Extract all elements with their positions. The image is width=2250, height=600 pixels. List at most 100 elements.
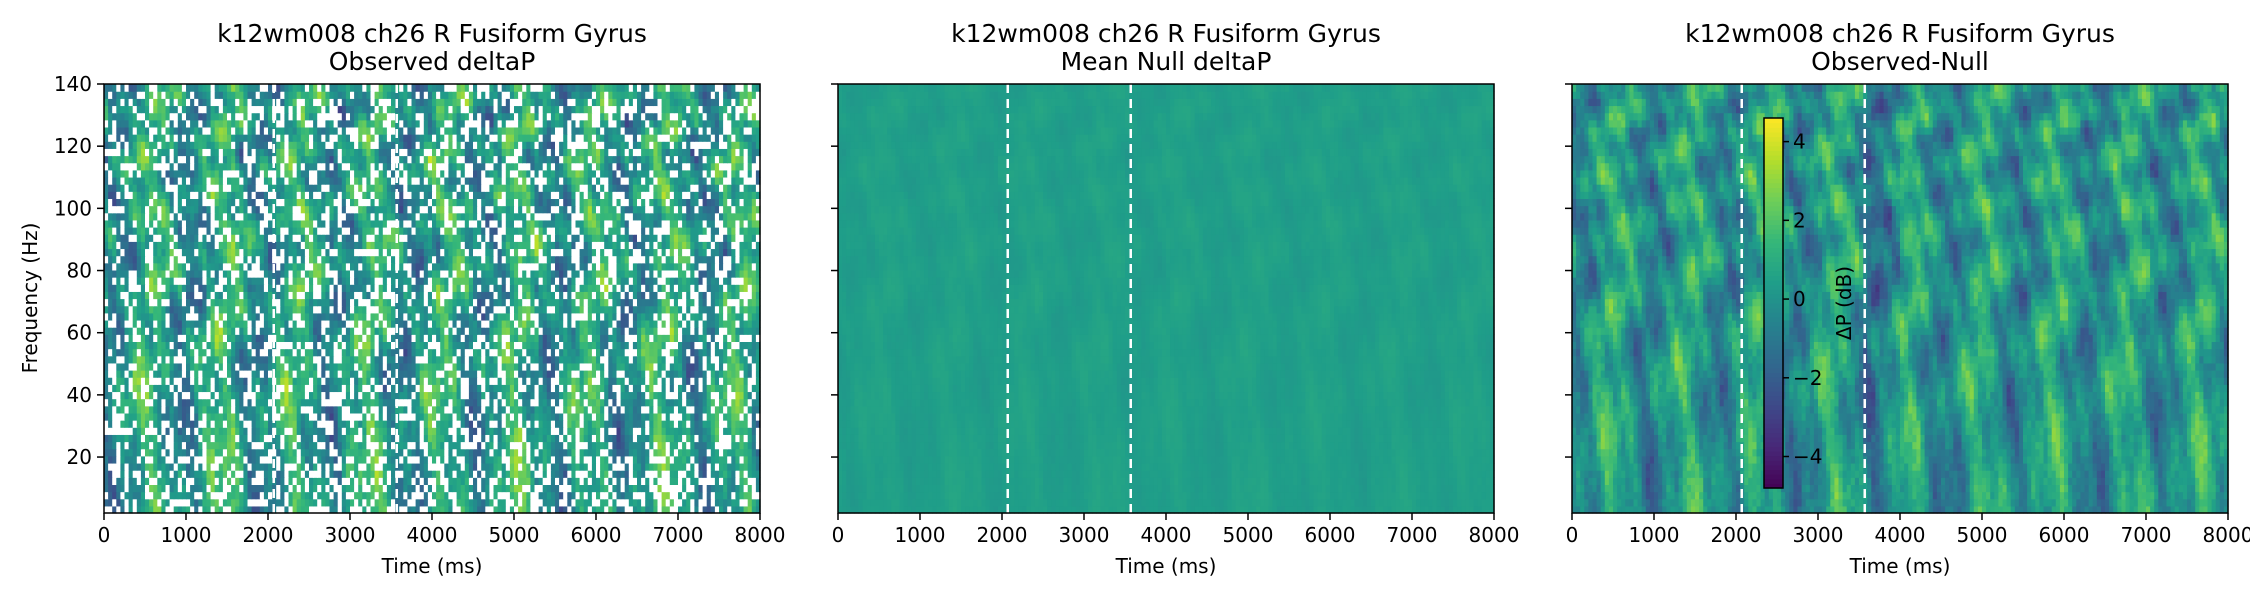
heatmap-cell	[526, 413, 531, 421]
heatmap-cell	[178, 399, 183, 407]
heatmap-cell	[334, 427, 339, 435]
heatmap-cell	[108, 413, 113, 421]
heatmap-cell	[744, 449, 749, 457]
heatmap-cell	[453, 434, 458, 442]
heatmap-cell	[202, 306, 207, 314]
heatmap-cell	[576, 313, 581, 321]
heatmap-cell	[584, 291, 589, 299]
heatmap-cell	[338, 484, 343, 492]
heatmap-cell	[440, 299, 445, 307]
heatmap-cell	[321, 477, 326, 485]
heatmap-cell	[186, 449, 191, 457]
heatmap-cell	[571, 370, 576, 378]
heatmap-cell	[264, 391, 269, 399]
heatmap-cell	[539, 413, 544, 421]
heatmap-cell	[252, 477, 257, 485]
heatmap-cell	[522, 484, 527, 492]
heatmap-cell	[543, 356, 548, 364]
heatmap-cell	[153, 334, 158, 342]
heatmap-cell	[547, 299, 552, 307]
heatmap-cell	[231, 391, 236, 399]
heatmap-cell	[694, 449, 699, 457]
heatmap-cell	[375, 477, 380, 485]
heatmap-cell	[510, 484, 515, 492]
heatmap-cell	[748, 341, 753, 349]
heatmap-cell	[731, 434, 736, 442]
heatmap-cell	[735, 313, 740, 321]
heatmap-cell	[112, 370, 117, 378]
heatmap-cell	[481, 434, 486, 442]
heatmap-cell	[215, 356, 220, 364]
heatmap-cell	[182, 470, 187, 478]
heatmap-cell	[350, 299, 355, 307]
heatmap-cell	[699, 399, 704, 407]
heatmap-cell	[112, 499, 117, 507]
heatmap-cell	[653, 291, 658, 299]
heatmap-cell	[526, 377, 531, 385]
heatmap-cell	[485, 349, 490, 357]
heatmap-cell	[662, 334, 667, 342]
heatmap-cell	[268, 327, 273, 335]
heatmap-cell	[571, 391, 576, 399]
heatmap-cell	[567, 463, 572, 471]
heatmap-cell	[403, 427, 408, 435]
heatmap-cell	[543, 384, 548, 392]
heatmap-cell	[576, 377, 581, 385]
heatmap-cell	[580, 356, 585, 364]
heatmap-cell	[670, 313, 675, 321]
heatmap-cell	[383, 320, 388, 328]
heatmap-cell	[137, 470, 142, 478]
heatmap-cell	[227, 499, 232, 507]
heatmap-cell	[510, 334, 515, 342]
heatmap-cell	[284, 341, 289, 349]
heatmap-cell	[133, 384, 138, 392]
heatmap-cell	[248, 420, 253, 428]
heatmap-cell	[670, 349, 675, 357]
heatmap-cell	[346, 420, 351, 428]
heatmap-cell	[432, 484, 437, 492]
heatmap-cell	[699, 449, 704, 457]
heatmap-cell	[305, 427, 310, 435]
heatmap-cell	[260, 499, 265, 507]
heatmap-cell	[494, 463, 499, 471]
heatmap-cell	[391, 384, 396, 392]
heatmap-cell	[633, 449, 638, 457]
heatmap-cell	[563, 427, 568, 435]
heatmap-cell	[465, 499, 470, 507]
heatmap-cell	[223, 413, 228, 421]
heatmap-cell	[161, 356, 166, 364]
heatmap-cell	[666, 349, 671, 357]
heatmap-cell	[358, 363, 363, 371]
heatmap-cell	[268, 456, 273, 464]
heatmap-cell	[412, 349, 417, 357]
heatmap-cell	[444, 484, 449, 492]
heatmap-cell	[342, 434, 347, 442]
heatmap-cell	[666, 484, 671, 492]
heatmap-cell	[617, 327, 622, 335]
heatmap-cell	[494, 413, 499, 421]
heatmap-cell	[457, 427, 462, 435]
heatmap-cell	[170, 334, 175, 342]
heatmap-cell	[666, 456, 671, 464]
heatmap-cell	[715, 399, 720, 407]
heatmap-cell	[604, 349, 609, 357]
heatmap-cell	[108, 449, 113, 457]
heatmap-cell	[715, 377, 720, 385]
heatmap-cell	[653, 320, 658, 328]
heatmap-cell	[494, 391, 499, 399]
heatmap-cell	[252, 377, 257, 385]
heatmap-cell	[330, 484, 335, 492]
heatmap-cell	[174, 477, 179, 485]
heatmap-cell	[362, 449, 367, 457]
heatmap-cell	[313, 299, 318, 307]
heatmap-cell	[231, 499, 236, 507]
heatmap-cell	[453, 377, 458, 385]
heatmap-cell	[190, 384, 195, 392]
heatmap-cell	[416, 456, 421, 464]
heatmap-cell	[276, 370, 281, 378]
heatmap-cell	[190, 406, 195, 414]
heatmap-cell	[379, 470, 384, 478]
heatmap-cell	[342, 334, 347, 342]
heatmap-cell	[547, 391, 552, 399]
heatmap-cell	[559, 291, 564, 299]
